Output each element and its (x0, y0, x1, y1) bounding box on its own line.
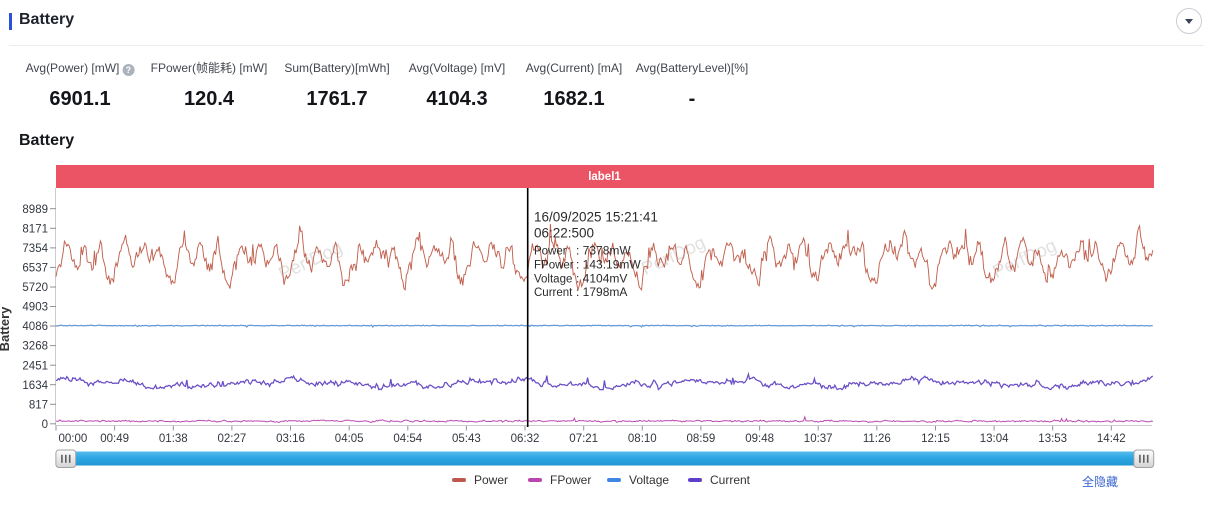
svg-text:11:26: 11:26 (863, 433, 891, 445)
svg-text:Voltage: Voltage (534, 273, 572, 285)
svg-text:817: 817 (29, 399, 48, 411)
svg-text:Current: Current (534, 287, 573, 299)
svg-text:: 7378mW: : 7378mW (576, 244, 631, 258)
svg-text:12:15: 12:15 (921, 433, 950, 445)
svg-text:8171: 8171 (22, 223, 48, 235)
svg-text:label1: label1 (588, 171, 621, 183)
svg-text:0: 0 (42, 419, 48, 431)
svg-text:06:32: 06:32 (511, 433, 540, 445)
svg-text:6537: 6537 (22, 263, 48, 275)
svg-text:08:10: 08:10 (628, 433, 657, 445)
svg-text:7354: 7354 (22, 243, 48, 255)
svg-text:Power: Power (534, 246, 567, 258)
svg-text:02:27: 02:27 (218, 433, 247, 445)
svg-text:8989: 8989 (22, 204, 48, 216)
svg-text:1634: 1634 (22, 380, 48, 392)
svg-text:04:05: 04:05 (335, 433, 364, 445)
svg-text:14:42: 14:42 (1097, 433, 1126, 445)
svg-text:5720: 5720 (22, 282, 48, 294)
svg-text:4086: 4086 (22, 321, 48, 333)
svg-text:13:53: 13:53 (1038, 433, 1067, 445)
svg-text:13:04: 13:04 (980, 433, 1009, 445)
svg-text:: 143.19mW: : 143.19mW (576, 257, 641, 271)
svg-text:Battery: Battery (0, 306, 12, 352)
svg-text:FPower: FPower (534, 259, 574, 271)
svg-text:10:37: 10:37 (804, 433, 833, 445)
svg-text:05:43: 05:43 (452, 433, 481, 445)
svg-text:00:00: 00:00 (59, 433, 88, 445)
svg-text:3268: 3268 (22, 341, 48, 353)
svg-text:2451: 2451 (22, 360, 48, 372)
svg-text:08:59: 08:59 (687, 433, 716, 445)
svg-text:04:54: 04:54 (393, 433, 422, 445)
svg-text:16/09/2025 15:21:41: 16/09/2025 15:21:41 (534, 210, 658, 225)
svg-text:: 1798mA: : 1798mA (576, 285, 627, 299)
svg-text:00:49: 00:49 (100, 433, 129, 445)
svg-text:06:22:500: 06:22:500 (534, 226, 594, 241)
svg-text:: 4104mV: : 4104mV (576, 271, 627, 285)
svg-text:4903: 4903 (22, 302, 48, 314)
svg-text:03:16: 03:16 (276, 433, 305, 445)
svg-text:01:38: 01:38 (159, 433, 188, 445)
svg-text:09:48: 09:48 (745, 433, 774, 445)
svg-text:07:21: 07:21 (569, 433, 598, 445)
